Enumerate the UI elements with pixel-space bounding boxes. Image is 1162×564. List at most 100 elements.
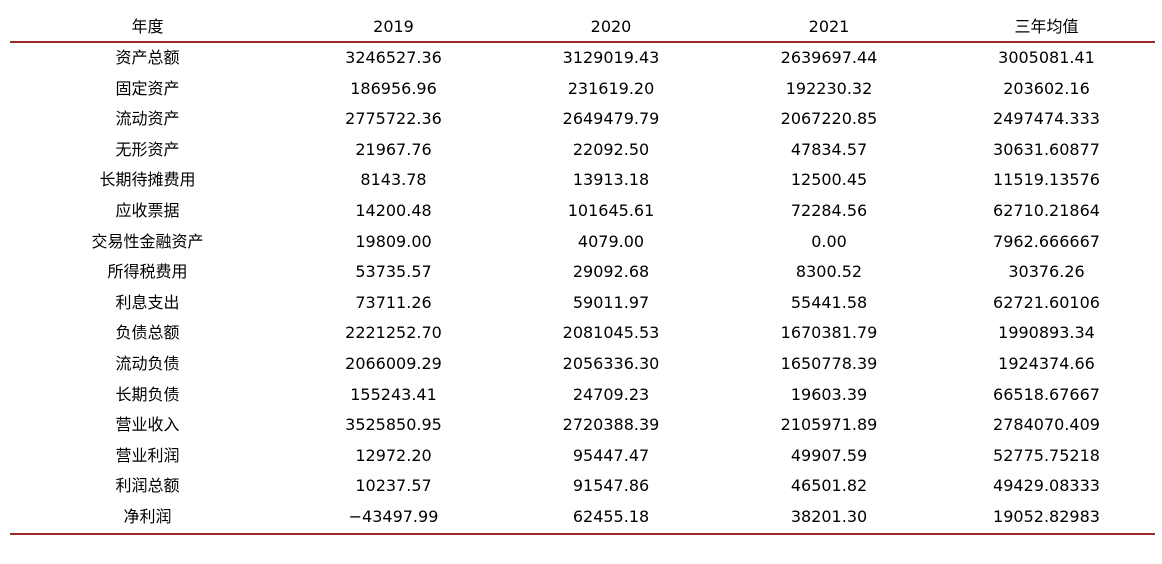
financial-data-table-container: 年度 2019 2020 2021 三年均值 资产总额 3246527.36 3… [10,12,1155,535]
cell-average: 7962.666667 [993,231,1100,251]
table-row: 净利润 −43497.99 62455.18 38201.30 19052.82… [10,501,1155,535]
cell-2020: 2720388.39 [562,415,660,435]
cell-2019: 3246527.36 [345,48,442,67]
cell-average: 52775.75218 [993,445,1100,465]
cell-average: 30631.60877 [993,139,1100,159]
cell-2020: 2649479.79 [562,109,660,129]
cell-average: 1924374.66 [998,353,1095,373]
row-label: 营业利润 [115,445,180,465]
cell-2021: 19603.39 [790,384,868,404]
header-2020: 2020 [502,12,720,43]
table-row: 负债总额 2221252.70 2081045.53 1670381.79 19… [10,318,1155,349]
cell-2019: −43497.99 [285,501,502,535]
cell-2020: 3129019.43 [562,48,660,67]
row-label: 长期负债 [115,384,180,404]
cell-2021: 38201.30 [720,501,938,535]
cell-2019: 2775722.36 [345,109,442,129]
table-row: 营业利润 12972.20 95447.47 49907.59 52775.75… [10,441,1155,472]
cell-2020: 22092.50 [572,139,650,159]
cell-2020: 231619.20 [567,78,655,98]
row-label: 负债总额 [115,323,180,343]
table-row: 流动负债 2066009.29 2056336.30 1650778.39 19… [10,349,1155,380]
cell-average: 2497474.333 [993,109,1100,129]
table-row: 固定资产 186956.96 231619.20 192230.32 20360… [10,74,1155,105]
header-2021: 2021 [720,12,938,43]
table-row: 应收票据 14200.48 101645.61 72284.56 62710.2… [10,196,1155,227]
row-label: 资产总额 [115,48,180,67]
cell-2021: 49907.59 [790,445,868,465]
header-2019: 2019 [285,12,502,43]
cell-average: 3005081.41 [998,48,1095,67]
cell-2019: 21967.76 [355,139,432,159]
table-row: 营业收入 3525850.95 2720388.39 2105971.89 27… [10,410,1155,441]
cell-2020: 59011.97 [572,292,650,312]
cell-2021: 47834.57 [790,139,868,159]
cell-2021: 55441.58 [790,292,868,312]
cell-2021: 1670381.79 [780,323,878,343]
row-label: 交易性金融资产 [91,231,204,251]
cell-2019: 73711.26 [355,292,432,312]
cell-average: 11519.13576 [993,170,1100,190]
row-label: 利息支出 [115,292,180,312]
table-row: 无形资产 21967.76 22092.50 47834.57 30631.60… [10,135,1155,166]
cell-average: 2784070.409 [993,415,1100,435]
cell-2021: 2067220.85 [780,109,878,129]
header-three-year-average: 三年均值 [938,12,1155,43]
cell-2019: 19809.00 [355,231,432,251]
cell-2019: 14200.48 [355,200,432,220]
row-label: 所得税费用 [107,262,188,282]
table-row: 交易性金融资产 19809.00 4079.00 0.00 7962.66666… [10,227,1155,258]
table-body: 资产总额 3246527.36 3129019.43 2639697.44 30… [10,42,1155,535]
header-year: 年度 [10,12,285,43]
cell-2020: 91547.86 [572,476,650,496]
cell-2021: 1650778.39 [780,353,878,373]
financial-data-table: 年度 2019 2020 2021 三年均值 资产总额 3246527.36 3… [10,12,1155,535]
cell-average: 1990893.34 [998,323,1095,343]
cell-average: 19052.82983 [938,501,1155,535]
cell-2021: 8300.52 [795,262,863,282]
header-row: 年度 2019 2020 2021 三年均值 [10,12,1155,43]
cell-2020: 4079.00 [577,231,645,251]
cell-2021: 46501.82 [790,476,868,496]
cell-2019: 155243.41 [350,384,437,404]
cell-2019: 53735.57 [355,262,432,282]
cell-average: 203602.16 [1003,78,1090,98]
table-row: 资产总额 3246527.36 3129019.43 2639697.44 30… [10,42,1155,74]
cell-2021: 72284.56 [790,200,868,220]
cell-2020: 2081045.53 [562,323,660,343]
row-label: 固定资产 [115,78,180,98]
cell-average: 62721.60106 [993,292,1100,312]
row-label: 应收票据 [115,200,180,220]
table-row: 流动资产 2775722.36 2649479.79 2067220.85 24… [10,104,1155,135]
cell-2020: 29092.68 [572,262,650,282]
table-row: 利息支出 73711.26 59011.97 55441.58 62721.60… [10,288,1155,319]
cell-2019: 12972.20 [355,445,432,465]
cell-2019: 10237.57 [355,476,432,496]
cell-2021: 0.00 [811,231,847,251]
row-label: 利润总额 [115,476,180,496]
row-label: 无形资产 [115,139,180,159]
cell-2019: 186956.96 [350,78,437,98]
table-row: 所得税费用 53735.57 29092.68 8300.52 30376.26 [10,257,1155,288]
table-row: 利润总额 10237.57 91547.86 46501.82 49429.08… [10,471,1155,502]
cell-average: 30376.26 [1008,262,1085,282]
cell-2019: 2221252.70 [345,323,442,343]
row-label: 净利润 [10,501,285,535]
row-label: 营业收入 [115,415,180,435]
table-row: 长期负债 155243.41 24709.23 19603.39 66518.6… [10,380,1155,411]
row-label: 流动资产 [115,109,180,129]
cell-2020: 13913.18 [572,170,650,190]
table-row: 长期待摊费用 8143.78 13913.18 12500.45 11519.1… [10,165,1155,196]
cell-2020: 62455.18 [502,501,720,535]
cell-2020: 24709.23 [572,384,650,404]
cell-2019: 8143.78 [360,170,427,190]
cell-2019: 3525850.95 [345,415,442,435]
row-label: 长期待摊费用 [99,170,196,190]
cell-2019: 2066009.29 [345,353,442,373]
row-label: 流动负债 [115,353,180,373]
cell-2020: 2056336.30 [562,353,660,373]
table-header: 年度 2019 2020 2021 三年均值 [10,12,1155,43]
cell-2021: 12500.45 [790,170,868,190]
cell-2021: 2639697.44 [780,48,878,67]
cell-2021: 2105971.89 [780,415,878,435]
